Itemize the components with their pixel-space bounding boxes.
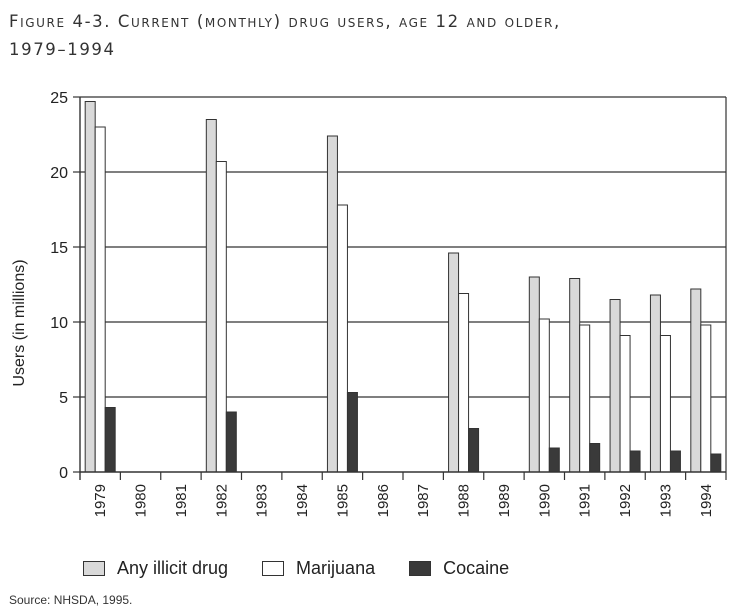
bar-cocaine-1992 [629, 450, 641, 473]
bar-chart: 0 5 10 15 20 25 1979 1980 1981 1982 1983 1984 1985 19… [11, 90, 727, 517]
chart-title-line-2: 1979–1994 [9, 40, 116, 59]
legend-item-marijuana: Marijuana [262, 558, 375, 579]
x-tick-label-1990: 1990 [536, 484, 553, 517]
x-tick-label-1986: 1986 [375, 484, 392, 517]
x-tick-label-1982: 1982 [213, 484, 230, 517]
x-tick-label-1989: 1989 [496, 484, 513, 517]
y-tick-label-0: 0 [59, 465, 68, 482]
bar-any-illicit-drug-1982 [205, 119, 217, 473]
y-tick-label-25: 25 [50, 90, 68, 107]
x-tick-label-1993: 1993 [657, 484, 674, 517]
bars [84, 101, 722, 473]
legend-swatch-marijuana [262, 560, 285, 576]
x-tick-label-1985: 1985 [334, 484, 351, 517]
legend: Any illicit drug Marijuana Cocaine [83, 555, 543, 581]
bar-marijuana-1993 [659, 335, 671, 473]
x-tick-label-1981: 1981 [173, 484, 190, 517]
x-tick-label-1991: 1991 [577, 484, 594, 517]
bar-cocaine-1990 [548, 447, 560, 473]
y-tick-label-15: 15 [50, 240, 68, 257]
axes: 0 5 10 15 20 25 1979 1980 1981 1982 1983 1984 1985 19… [50, 90, 727, 517]
x-tick-label-1994: 1994 [698, 484, 715, 517]
bar-any-illicit-drug-1979 [84, 101, 96, 473]
bar-any-illicit-drug-1994 [690, 288, 702, 473]
legend-label-marijuana: Marijuana [296, 557, 376, 578]
legend-label-cocaine: Cocaine [443, 557, 510, 578]
legend-swatch-cocaine [409, 560, 432, 576]
bar-any-illicit-drug-1991 [569, 278, 581, 473]
bar-cocaine-1993 [669, 450, 681, 473]
x-tick-label-1983: 1983 [254, 484, 271, 517]
bar-marijuana-1979 [94, 126, 106, 473]
legend-swatch-any-illicit [83, 560, 105, 576]
bar-marijuana-1982 [215, 161, 227, 473]
bar-marijuana-1992 [619, 335, 631, 473]
bar-cocaine-1994 [710, 453, 722, 473]
legend-label-any-illicit: Any illicit drug [117, 557, 229, 578]
bar-marijuana-1994 [700, 324, 712, 473]
bar-any-illicit-drug-1985 [326, 135, 338, 473]
x-tick-label-1992: 1992 [617, 484, 634, 517]
y-tick-label-5: 5 [59, 390, 68, 407]
x-tick-label-1984: 1984 [294, 484, 311, 517]
x-tick-label-1979: 1979 [92, 484, 109, 517]
x-tick-label-1987: 1987 [415, 484, 432, 517]
bar-marijuana-1985 [336, 204, 348, 473]
chart-title-line-1: Figure 4-3. Current (monthly) drug users… [9, 12, 561, 31]
bar-marijuana-1988 [458, 293, 470, 473]
legend-item-any-illicit: Any illicit drug [83, 558, 228, 579]
bar-marijuana-1991 [579, 324, 591, 473]
bar-cocaine-1979 [104, 407, 116, 473]
bar-cocaine-1991 [589, 443, 601, 473]
y-tick-label-10: 10 [50, 315, 68, 332]
bar-any-illicit-drug-1993 [649, 294, 661, 473]
x-tick-label-1988: 1988 [456, 484, 473, 517]
bar-cocaine-1985 [346, 392, 358, 473]
chart-title: Figure 4-3. Current (monthly) drug users… [9, 8, 709, 64]
bar-any-illicit-drug-1990 [528, 276, 540, 473]
bar-any-illicit-drug-1992 [609, 299, 621, 473]
bar-cocaine-1988 [468, 428, 480, 473]
y-axis-label: Users (in millions) [11, 259, 28, 386]
source-note: Source: NHSDA, 1995. [9, 593, 133, 607]
bar-marijuana-1990 [538, 318, 550, 473]
x-tick-label-1980: 1980 [133, 484, 150, 517]
bar-any-illicit-drug-1988 [448, 252, 460, 473]
bar-cocaine-1982 [225, 411, 237, 473]
legend-item-cocaine: Cocaine [409, 558, 509, 579]
y-tick-label-20: 20 [50, 165, 68, 182]
